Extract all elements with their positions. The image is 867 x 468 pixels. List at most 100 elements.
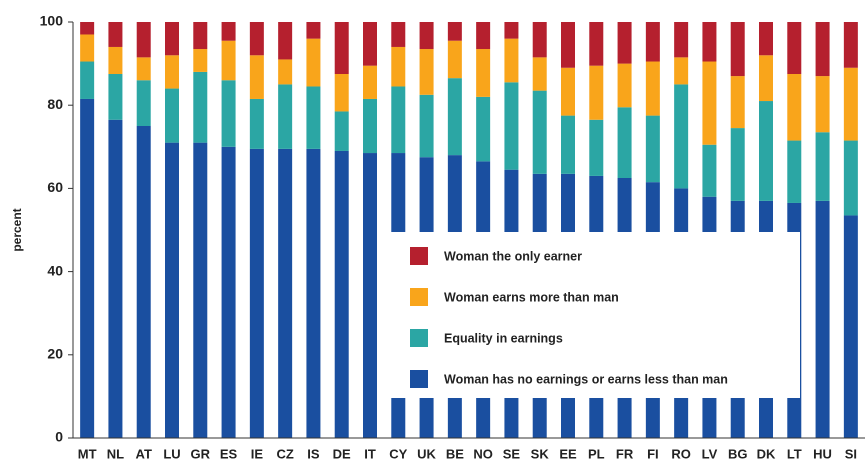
y-tick-label: 80 — [47, 96, 63, 112]
bar-segment — [334, 22, 349, 74]
bar-segment — [363, 22, 377, 66]
bar-segment — [787, 74, 802, 141]
x-tick-label: SK — [531, 446, 550, 461]
bar-segment — [136, 22, 151, 58]
bar-segment — [561, 22, 575, 68]
bar-segment — [249, 55, 264, 99]
legend-swatch — [410, 247, 428, 265]
bar-segment — [730, 22, 745, 77]
bar-segment — [815, 76, 830, 133]
bar-segment — [193, 142, 208, 438]
bar-segment — [108, 46, 123, 74]
bar-segment — [391, 22, 406, 47]
y-tick-label: 20 — [47, 346, 63, 362]
bar-segment — [136, 80, 151, 126]
bar-segment — [165, 22, 179, 56]
x-tick-label: NO — [473, 446, 493, 461]
y-tick-label: 100 — [40, 13, 64, 29]
bar-segment — [447, 78, 462, 156]
bar-segment — [165, 142, 179, 438]
bar-segment — [532, 90, 547, 174]
bar-segment — [476, 96, 491, 162]
bar-segment — [334, 74, 349, 112]
bar-segment — [334, 111, 349, 151]
bar-segment — [249, 98, 264, 149]
x-tick-label: HU — [813, 446, 832, 461]
bar-segment — [617, 107, 632, 178]
bar-segment — [249, 148, 264, 438]
bar-segment — [532, 57, 547, 91]
bar-segment — [843, 67, 858, 141]
bar-segment — [193, 22, 208, 50]
y-axis-label: percent — [10, 208, 24, 251]
bar-segment — [476, 49, 491, 97]
y-tick-label: 40 — [47, 262, 63, 278]
bar-segment — [674, 22, 689, 58]
bar-segment — [278, 148, 293, 438]
bar-segment — [334, 150, 349, 438]
bar-segment — [136, 57, 151, 81]
x-tick-label: CY — [389, 446, 407, 461]
bar-segment — [136, 126, 151, 438]
x-tick-label: DK — [757, 446, 776, 461]
bar-segment — [391, 86, 406, 154]
bar-segment — [419, 94, 434, 158]
bar-segment — [504, 82, 519, 170]
bar-segment — [391, 46, 406, 87]
bar-segment — [221, 146, 236, 439]
bar-segment — [193, 71, 208, 143]
bar-segment — [80, 22, 95, 35]
bar-segment — [278, 22, 293, 60]
bar-segment — [645, 115, 660, 183]
legend-swatch — [410, 329, 428, 347]
bar-segment — [561, 67, 575, 116]
y-tick-label: 0 — [55, 429, 63, 445]
bar-segment — [843, 140, 858, 216]
x-tick-label: CZ — [276, 446, 293, 461]
bar-segment — [504, 38, 519, 83]
bar-segment — [617, 63, 632, 108]
bar-segment — [759, 55, 773, 102]
bar-segment — [306, 38, 321, 87]
x-tick-label: IT — [364, 446, 376, 461]
bar-segment — [674, 57, 689, 85]
bar-segment — [843, 215, 858, 438]
legend-swatch — [410, 288, 428, 306]
bar-segment — [589, 22, 604, 66]
bar-segment — [108, 22, 123, 47]
bar-segment — [730, 128, 745, 201]
x-tick-label: FI — [647, 446, 659, 461]
bar-segment — [193, 49, 208, 72]
x-tick-label: EE — [559, 446, 577, 461]
bar-segment — [447, 22, 462, 41]
x-tick-label: NL — [107, 446, 124, 461]
bar-segment — [363, 153, 377, 439]
bar-segment — [165, 88, 179, 143]
x-tick-label: IE — [251, 446, 264, 461]
bar-segment — [617, 22, 632, 64]
bar-segment — [730, 76, 745, 129]
bar-segment — [306, 148, 321, 438]
bar-segment — [674, 84, 689, 189]
bar-segment — [759, 22, 773, 56]
x-tick-label: SE — [503, 446, 521, 461]
x-tick-label: BE — [446, 446, 464, 461]
legend-box — [377, 232, 800, 398]
bar-segment — [165, 55, 179, 89]
y-tick-label: 60 — [47, 179, 63, 195]
x-tick-label: PL — [588, 446, 605, 461]
legend-label: Woman has no earnings or earns less than… — [444, 372, 728, 386]
x-tick-label: LU — [163, 446, 180, 461]
bar-segment — [532, 22, 547, 58]
bar-segment — [504, 22, 519, 39]
x-tick-label: FR — [616, 446, 634, 461]
bar-segment — [419, 49, 434, 95]
bar-segment — [843, 22, 858, 68]
bar-segment — [278, 59, 293, 85]
bar-segment — [306, 22, 321, 39]
bar-segment — [787, 22, 802, 74]
bar-segment — [787, 140, 802, 203]
bar-segment — [80, 34, 95, 62]
bar-segment — [645, 61, 660, 116]
